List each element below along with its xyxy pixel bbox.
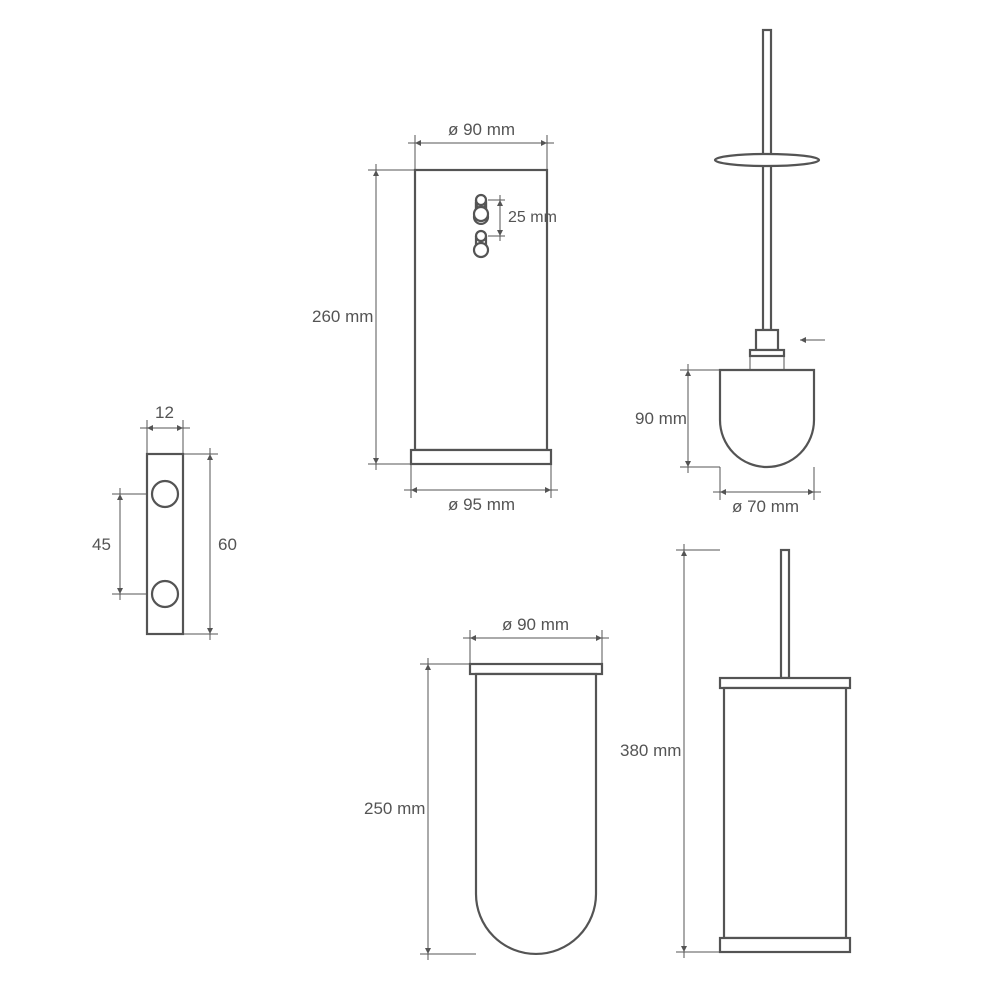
- dim-inner-height: 250 mm: [364, 799, 425, 818]
- brush-view: 90 mm ø 70 mm: [635, 30, 825, 516]
- dim-brush-head-dia: ø 70 mm: [732, 497, 799, 516]
- dim-keyhole-spacing: 25 mm: [508, 209, 557, 226]
- container-back-view: 25 mm ø 90 mm ø 95 mm 260 mm: [312, 120, 558, 514]
- dim-inner-dia: ø 90 mm: [502, 615, 569, 634]
- dim-bracket-height: 60: [218, 535, 237, 554]
- dim-container-height: 260 mm: [312, 307, 373, 326]
- dim-bracket-width: 12: [155, 403, 174, 422]
- dim-bottom-dia: ø 95 mm: [448, 495, 515, 514]
- assembly-view: 380 mm: [620, 544, 850, 958]
- technical-drawing: 12 60 45 25 mm: [0, 0, 1000, 1000]
- dim-assembly-height: 380 mm: [620, 741, 681, 760]
- dim-hole-spacing: 45: [92, 535, 111, 554]
- inner-container-view: ø 90 mm 250 mm: [364, 615, 609, 960]
- dim-brush-head-h: 90 mm: [635, 409, 687, 428]
- dim-top-dia: ø 90 mm: [448, 120, 515, 139]
- bracket-view: 12 60 45: [92, 403, 237, 640]
